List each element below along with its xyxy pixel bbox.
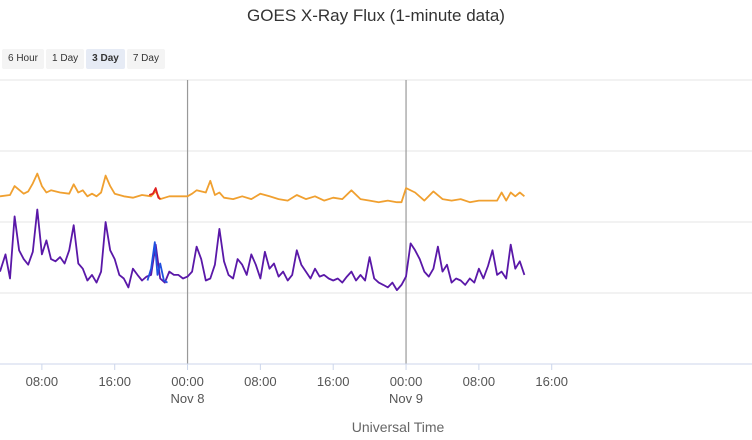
x-tick-label: 08:00 bbox=[244, 374, 277, 389]
chart-title: GOES X-Ray Flux (1-minute data) bbox=[247, 6, 505, 25]
x-tick-label: 08:00 bbox=[463, 374, 496, 389]
range-button-3-day[interactable]: 3 Day bbox=[86, 49, 125, 69]
flux-series bbox=[0, 172, 526, 291]
highlight-segment-0 bbox=[148, 187, 161, 200]
series-line-0 bbox=[0, 172, 525, 204]
day-boundaries bbox=[186, 80, 407, 364]
grid-lines bbox=[0, 79, 752, 365]
x-axis: 08:00 16:00 00:00 Nov 8 08:00 16:00 00:00 Nov 9… bbox=[0, 363, 752, 435]
range-button-7-day[interactable]: 7 Day bbox=[126, 49, 165, 69]
range-button-1-day[interactable]: 1 Day bbox=[46, 49, 85, 69]
x-tick-label: 00:00 bbox=[171, 374, 204, 389]
x-tick-label: 16:00 bbox=[535, 374, 568, 389]
highlight-segment-1 bbox=[146, 241, 168, 284]
x-tick-date-label: Nov 9 bbox=[389, 391, 423, 406]
x-tick-label: 08:00 bbox=[26, 374, 59, 389]
x-axis-title: Universal Time bbox=[352, 419, 445, 435]
range-selector: 6 Hour 1 Day 3 Day 7 Day bbox=[2, 49, 165, 69]
x-tick-date-label: Nov 8 bbox=[171, 391, 205, 406]
x-tick-label: 00:00 bbox=[390, 374, 423, 389]
x-tick-label: 16:00 bbox=[317, 374, 350, 389]
x-tick-label: 16:00 bbox=[98, 374, 131, 389]
series-line-1 bbox=[0, 208, 526, 291]
range-button-6-hour[interactable]: 6 Hour bbox=[2, 49, 45, 69]
